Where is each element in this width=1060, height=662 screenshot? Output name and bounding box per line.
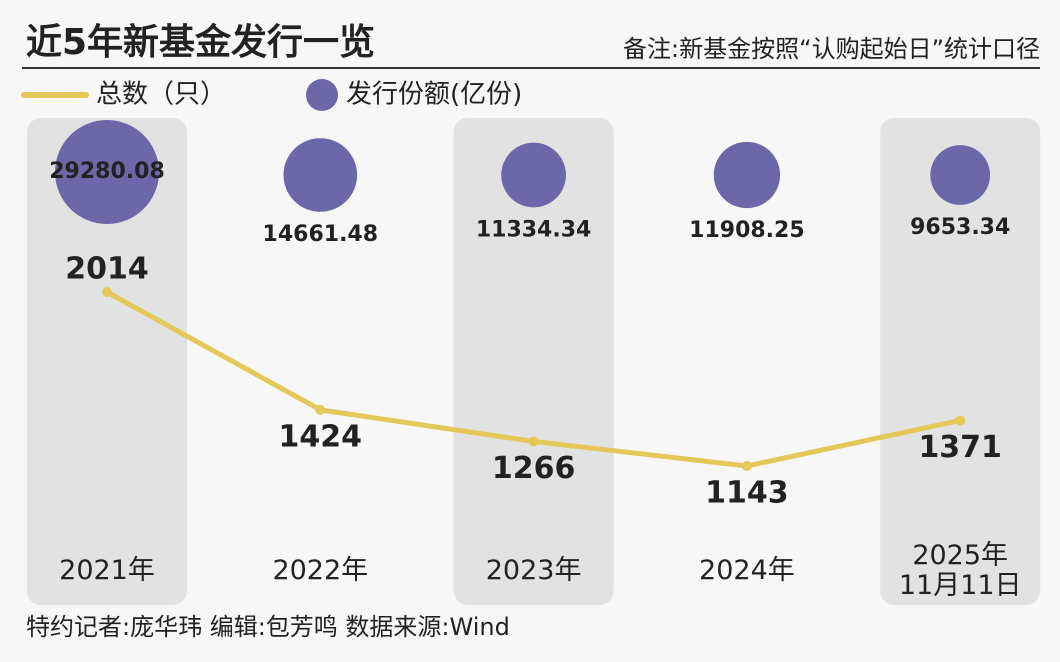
line-point <box>102 287 112 297</box>
bubble <box>54 119 160 225</box>
x-tick-label: 2025年 11月11日 <box>898 540 1022 601</box>
x-tick-label: 2024年 <box>699 555 795 586</box>
legend-bubble <box>306 79 338 111</box>
value-label: 9653.34 <box>910 215 1010 240</box>
value-label: 29280.08 <box>49 159 165 184</box>
line-point <box>741 461 752 471</box>
chart-subtitle: 备注:新基金按照“认购起始日”统计口径 <box>623 35 1040 63</box>
bubble <box>930 145 991 205</box>
column-band <box>27 118 187 605</box>
value-label: 1424 <box>279 419 363 454</box>
x-tick-label: 2021年 <box>59 555 155 586</box>
footer: 特约记者:庞华玮 编辑:包芳鸣 数据来源:Wind <box>26 613 510 641</box>
value-label: 1266 <box>492 451 576 486</box>
column-band <box>880 118 1041 605</box>
line-point <box>315 404 326 415</box>
line-point <box>528 436 539 447</box>
bubble <box>283 138 358 212</box>
line-point <box>955 415 966 426</box>
value-label: 2014 <box>65 252 149 287</box>
value-label: 14661.48 <box>263 222 379 247</box>
chart-title: 近5年新基金发行一览 <box>26 21 375 63</box>
value-label: 11334.34 <box>476 217 592 242</box>
x-tick-label: 2023年 <box>485 555 582 586</box>
x-tick-label: 2022年 <box>272 555 369 586</box>
legend-label: 总数（只） <box>96 80 226 110</box>
value-label: 1371 <box>918 430 1002 465</box>
bubble <box>713 141 781 209</box>
value-label: 11908.25 <box>689 218 805 243</box>
bubble <box>501 142 566 208</box>
column-band <box>453 118 614 605</box>
legend-label: 发行份额(亿份) <box>346 80 522 110</box>
value-label: 1143 <box>705 476 789 511</box>
